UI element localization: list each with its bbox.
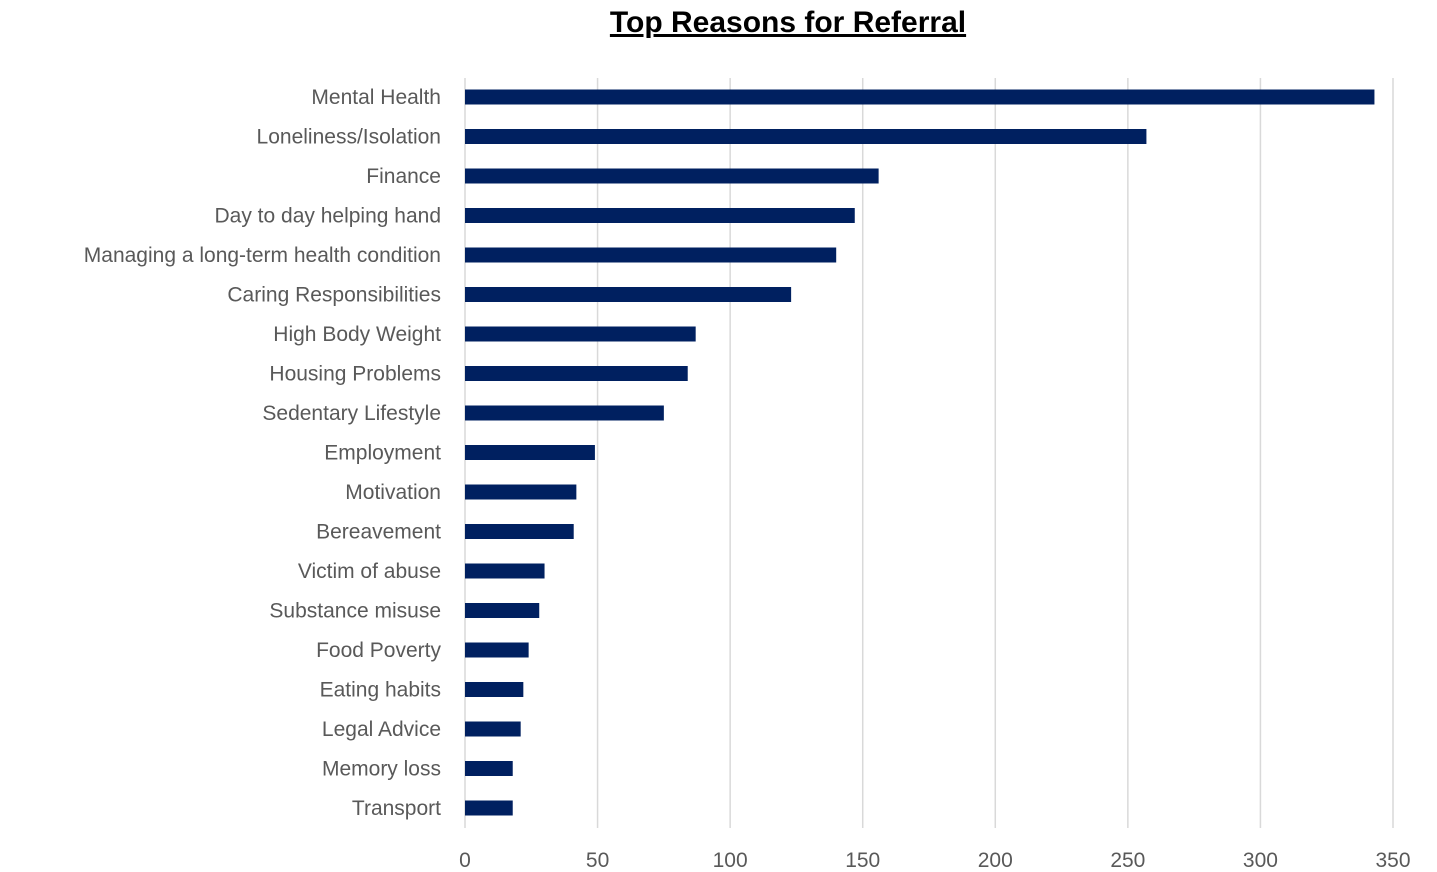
bar	[465, 405, 664, 421]
category-label: Transport	[352, 797, 441, 820]
x-axis-tick-labels: 0 50 100 150 200 250 300 350	[459, 849, 1410, 872]
category-label: Motivation	[345, 481, 441, 504]
x-tick-label: 250	[1110, 849, 1145, 872]
bar	[465, 721, 521, 737]
bar	[465, 524, 574, 539]
category-label: Bereavement	[316, 521, 441, 544]
category-label: Victim of abuse	[298, 560, 441, 583]
x-tick-label: 300	[1243, 849, 1278, 872]
bar	[465, 445, 595, 460]
gridlines	[464, 78, 1394, 828]
category-label: High Body Weight	[273, 323, 441, 346]
bar	[465, 247, 837, 263]
category-label: Caring Responsibilities	[227, 284, 441, 307]
bar	[465, 484, 577, 500]
x-tick-label: 0	[459, 849, 471, 872]
bar	[465, 326, 696, 342]
category-label: Day to day helping hand	[215, 205, 442, 228]
category-label: Memory loss	[322, 758, 441, 781]
category-label: Legal Advice	[322, 718, 441, 741]
category-label: Loneliness/Isolation	[257, 126, 441, 149]
category-labels: Mental Health Loneliness/Isolation Finance…	[84, 86, 442, 820]
x-tick-label: 50	[586, 849, 609, 872]
category-label: Food Poverty	[316, 639, 441, 662]
bar	[465, 682, 524, 697]
bar	[465, 89, 1375, 105]
bar	[465, 761, 513, 776]
bar	[465, 129, 1147, 144]
category-label: Substance misuse	[269, 600, 441, 623]
bar	[465, 563, 545, 579]
category-label: Finance	[366, 165, 441, 188]
bar	[465, 287, 792, 302]
category-label: Sedentary Lifestyle	[262, 402, 441, 425]
category-label: Employment	[324, 442, 441, 465]
x-tick-label: 200	[978, 849, 1013, 872]
bars	[465, 89, 1375, 816]
category-label: Housing Problems	[269, 363, 441, 386]
bar	[465, 603, 540, 618]
category-label: Mental Health	[311, 86, 441, 109]
category-label: Eating habits	[320, 679, 441, 702]
x-tick-label: 150	[845, 849, 880, 872]
bar	[465, 208, 855, 223]
x-tick-label: 350	[1375, 849, 1410, 872]
category-label: Managing a long-term health condition	[84, 244, 441, 267]
bar	[465, 366, 688, 381]
bar	[465, 168, 879, 184]
chart-title: Top Reasons for Referral	[610, 6, 966, 39]
bar	[465, 800, 513, 816]
bar	[465, 642, 529, 658]
x-tick-label: 100	[713, 849, 748, 872]
